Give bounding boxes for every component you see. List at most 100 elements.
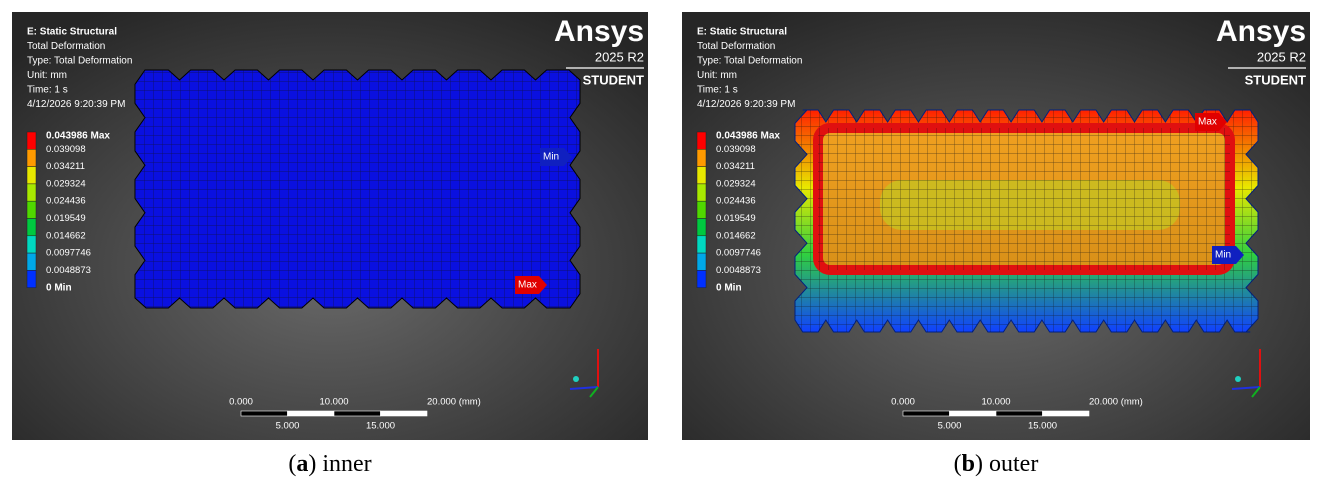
caption-part: ( <box>288 451 296 477</box>
legend-swatch <box>26 252 37 271</box>
legend-swatch <box>26 235 37 254</box>
header-line: Unit: mm <box>697 70 737 81</box>
legend-swatch <box>696 131 707 150</box>
logo-version: 2025 R2 <box>595 49 644 64</box>
triad-origin <box>573 376 579 382</box>
min-label: Min <box>543 152 559 163</box>
legend-swatch <box>696 166 707 185</box>
triad-axis <box>589 386 599 398</box>
scale-label: 5.000 <box>938 421 962 432</box>
legend-swatch <box>696 200 707 219</box>
header-line: 4/12/2026 9:20:39 PM <box>697 99 795 110</box>
header-title: E: Static Structural <box>27 27 117 38</box>
legend-swatch <box>696 183 707 202</box>
legend-swatch <box>26 200 37 219</box>
logo-edition: STUDENT <box>583 72 644 87</box>
triad-origin <box>1235 376 1241 382</box>
panel: E: Static Structural Total Deformation Typ… <box>12 12 648 477</box>
header-title: E: Static Structural <box>697 27 787 38</box>
legend-label: 0.029324 <box>46 178 86 189</box>
scale-segment <box>995 410 1043 417</box>
header-line: Total Deformation <box>27 41 105 52</box>
legend-swatch <box>696 270 707 288</box>
scale-label: 20.000 (mm) <box>1089 397 1143 408</box>
legend-swatch <box>696 235 707 254</box>
legend-label: 0.043986 Max <box>46 131 110 142</box>
scale-label: 15.000 <box>1028 421 1057 432</box>
legend-label: 0.0097746 <box>46 248 91 259</box>
caption-part: ) inner <box>308 451 371 477</box>
caption-part: b <box>962 451 975 477</box>
legend-swatch <box>696 252 707 271</box>
max-flag <box>515 276 547 294</box>
caption: (a) inner <box>288 451 371 477</box>
scale-segment <box>949 410 997 417</box>
max-flag <box>1195 113 1227 131</box>
min-flag <box>540 148 572 166</box>
min-label: Min <box>1215 250 1231 261</box>
scale-segment <box>902 410 950 417</box>
legend-label: 0.024436 <box>46 196 86 207</box>
legend-label: 0.0097746 <box>716 248 761 259</box>
legend-label: 0.029324 <box>716 178 756 189</box>
header-line: Unit: mm <box>27 70 67 81</box>
scale-segment <box>333 410 381 417</box>
legend-swatch <box>26 131 37 150</box>
panel: E: Static Structural Total Deformation Typ… <box>682 12 1310 477</box>
header-line: Type: Total Deformation <box>697 56 802 67</box>
legend-label: 0.014662 <box>46 230 86 241</box>
legend-label: 0.019549 <box>46 213 86 224</box>
legend-label: 0 Min <box>716 282 742 293</box>
legend-label: 0.019549 <box>716 213 756 224</box>
scale-label: 15.000 <box>366 421 395 432</box>
caption-part: a <box>296 451 308 477</box>
mesh-grid <box>818 128 1230 270</box>
legend-label: 0.043986 Max <box>716 131 780 142</box>
logo-brand: Ansys <box>554 15 644 48</box>
caption-part: ) outer <box>975 451 1038 477</box>
header-line: Time: 1 s <box>27 85 68 96</box>
scale-segment <box>1042 410 1090 417</box>
scale-label: 10.000 <box>981 397 1010 408</box>
scale-label: 10.000 <box>319 397 348 408</box>
scale-label: 5.000 <box>276 421 300 432</box>
triad-axis <box>1231 386 1261 390</box>
legend-label: 0.034211 <box>716 161 755 172</box>
scale-segment <box>380 410 428 417</box>
logo-version: 2025 R2 <box>1257 49 1306 64</box>
legend-label: 0.034211 <box>46 161 85 172</box>
legend-label: 0.039098 <box>46 144 86 155</box>
min-flag <box>1212 246 1244 264</box>
legend-label: 0.014662 <box>716 230 756 241</box>
mesh-grid <box>135 70 580 308</box>
header-line: Total Deformation <box>697 41 775 52</box>
scale-segment <box>240 410 288 417</box>
legend-swatch <box>696 149 707 167</box>
legend-label: 0.0048873 <box>716 265 761 276</box>
legend-label: 0.0048873 <box>46 265 91 276</box>
legend-label: 0.024436 <box>716 196 756 207</box>
logo-edition: STUDENT <box>1245 72 1306 87</box>
legend-label: 0.039098 <box>716 144 756 155</box>
scale-label: 20.000 (mm) <box>427 397 481 408</box>
legend-swatch <box>26 218 37 237</box>
header-line: Type: Total Deformation <box>27 56 132 67</box>
legend-label: 0 Min <box>46 282 72 293</box>
header-line: Time: 1 s <box>697 85 738 96</box>
legend-swatch <box>26 149 37 167</box>
scale-label: 0.000 <box>891 397 915 408</box>
scale-segment <box>287 410 335 417</box>
max-label: Max <box>1198 117 1217 128</box>
caption-part: ( <box>954 451 962 477</box>
triad-axis <box>569 386 599 390</box>
triad-axis <box>1251 386 1261 398</box>
scale-label: 0.000 <box>229 397 253 408</box>
legend-swatch <box>696 218 707 237</box>
header-line: 4/12/2026 9:20:39 PM <box>27 99 125 110</box>
caption: (b) outer <box>954 451 1039 477</box>
max-label: Max <box>518 280 537 291</box>
legend-swatch <box>26 166 37 185</box>
logo-brand: Ansys <box>1216 15 1306 48</box>
legend-swatch <box>26 270 37 288</box>
